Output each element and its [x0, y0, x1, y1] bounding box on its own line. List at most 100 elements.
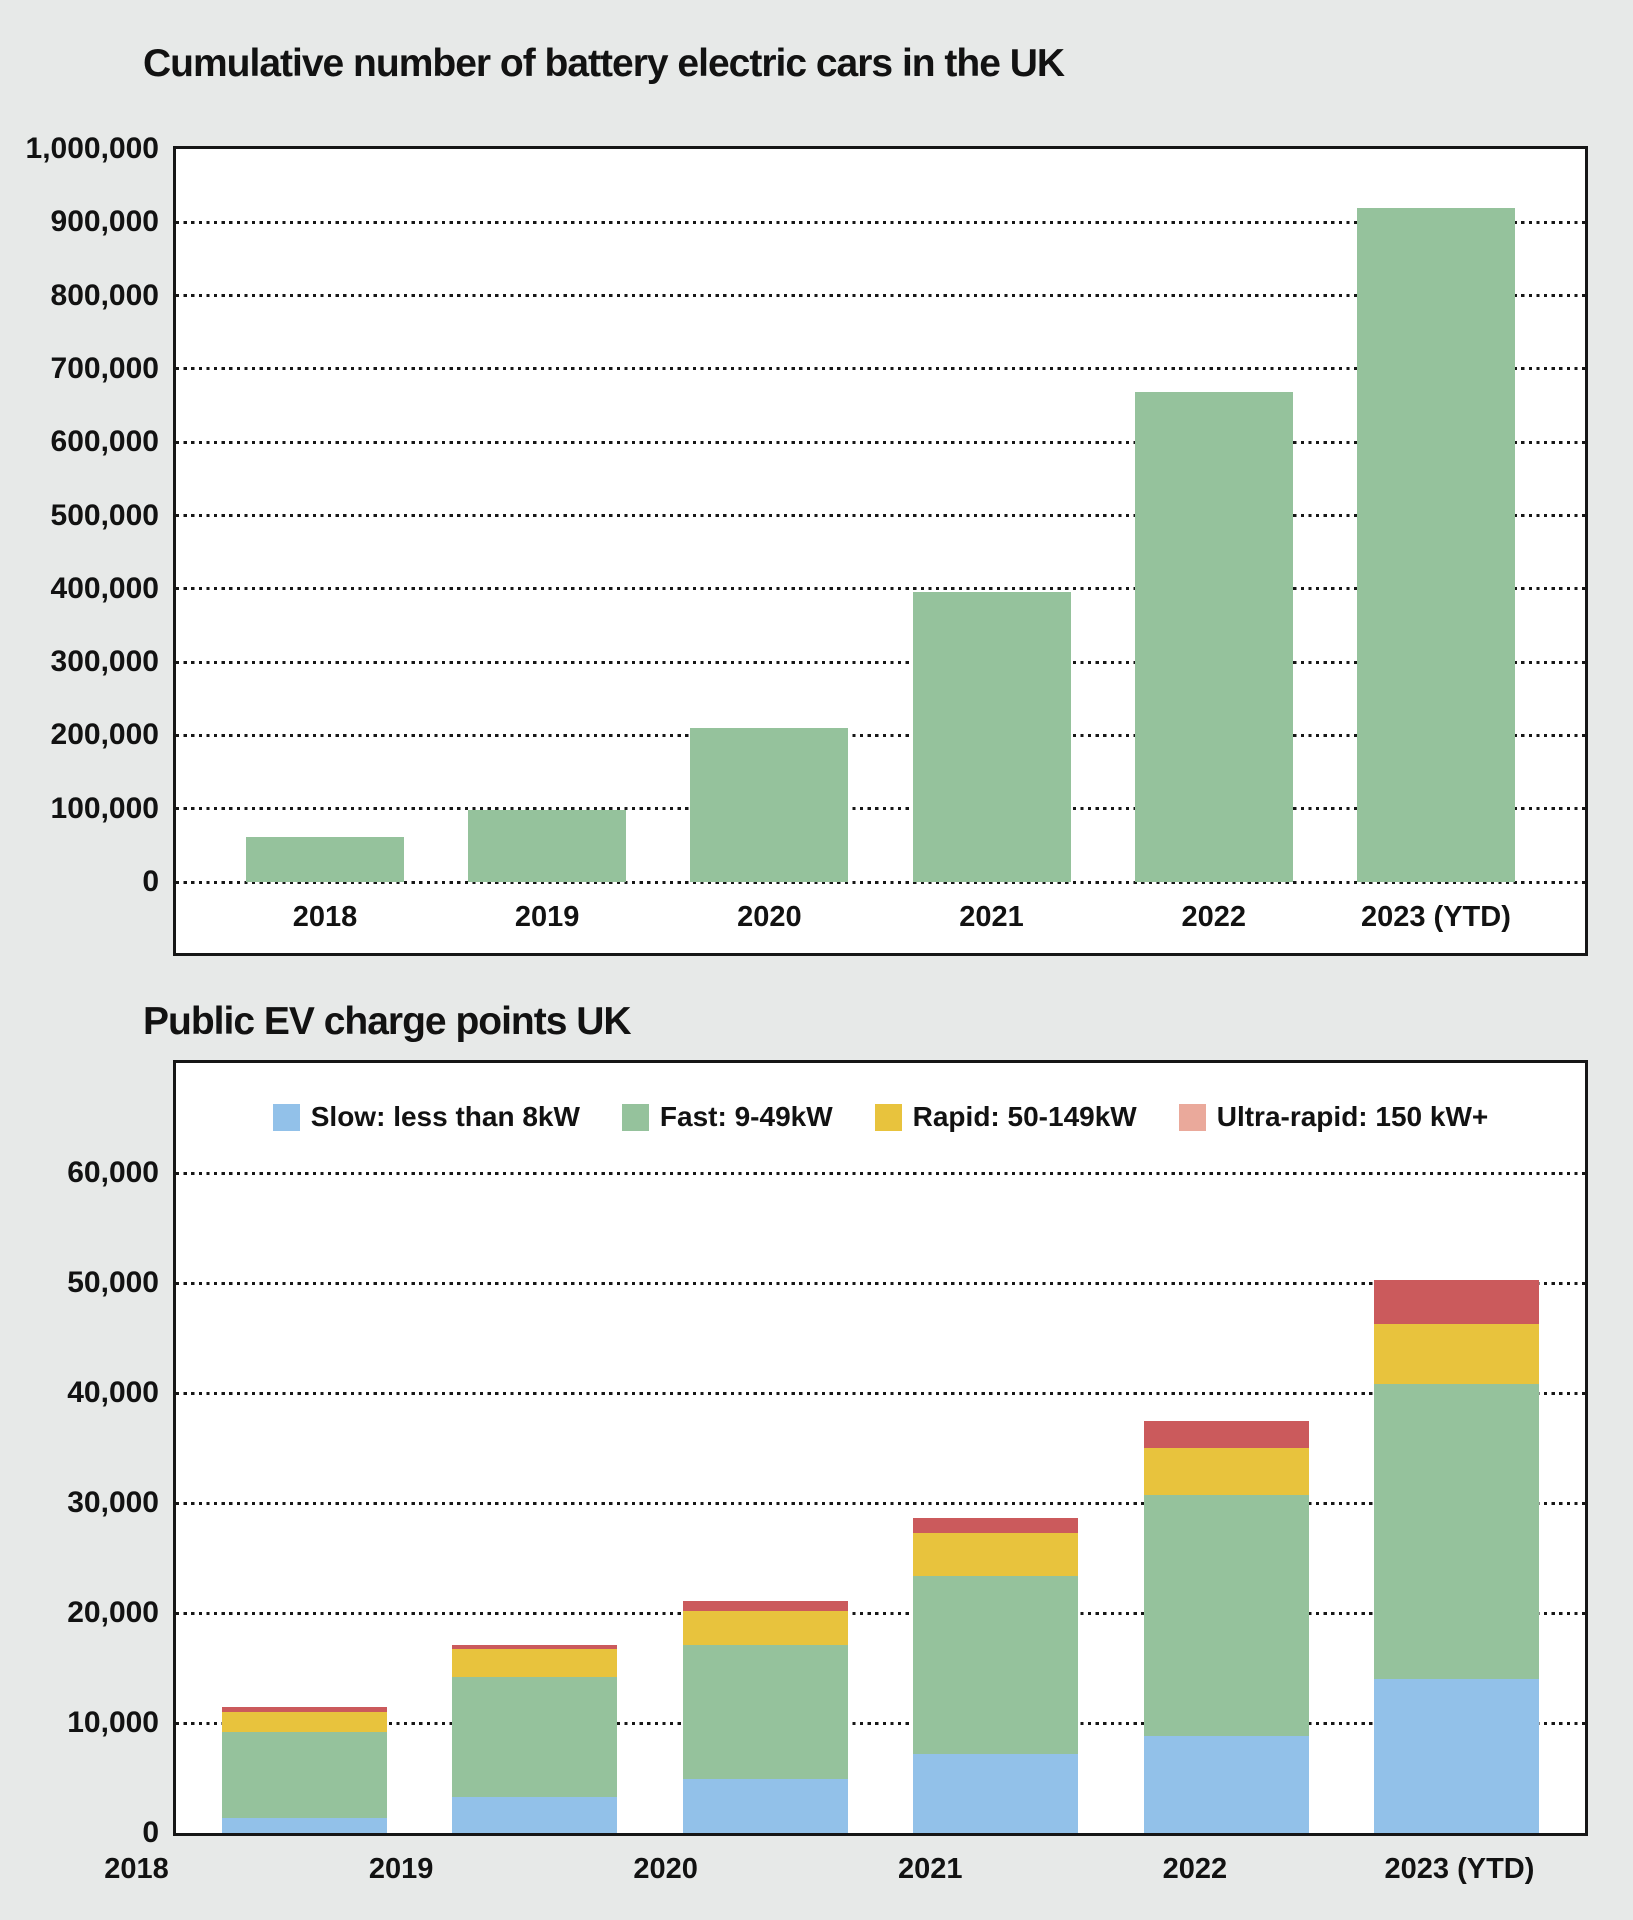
segment-fast-2020: [682, 1644, 848, 1780]
gridline-10000: [176, 1721, 1585, 1725]
segment-slow-2023 (YTD): [1373, 1679, 1539, 1833]
charge-bars: [176, 1063, 1585, 1833]
bar-2019: [468, 810, 627, 882]
gridline-0: [176, 880, 1585, 884]
rapid-swatch-icon: [874, 1103, 902, 1131]
charge-plot-area: Slow: less than 8kW Fast: 9-49kW Rapid: …: [173, 1060, 1588, 1836]
segment-rapid-2020: [682, 1610, 848, 1645]
y-tick-700000: 700,000: [50, 351, 159, 385]
y-tick-500000: 500,000: [50, 498, 159, 532]
bar-2018: [246, 837, 404, 882]
segment-rapid-2021: [913, 1532, 1079, 1576]
gridline-600000: [176, 440, 1585, 444]
segment-rapid-2023 (YTD): [1373, 1323, 1539, 1385]
x-tick-2023 (YTD): 2023 (YTD): [1360, 901, 1511, 933]
segment-ultra-rapid-2023 (YTD): [1373, 1279, 1539, 1324]
charge-plot-row: 0 10,000 20,000 30,000 40,000 50,000 60,000 Sl…: [8, 1060, 1588, 1849]
segment-slow-2019: [452, 1796, 618, 1833]
segment-rapid-2022: [1143, 1448, 1309, 1496]
segment-ultra-rapid-2019: [452, 1644, 618, 1650]
bar-2023 (YTD): [1356, 208, 1515, 882]
charge-points-chart: Public EV charge points UK 0 10,000 20,000…: [8, 998, 1588, 1900]
bar-2020: [682, 1600, 848, 1833]
bar-2021: [912, 592, 1071, 882]
legend-item-fast: Fast: 9-49kW: [621, 1101, 833, 1133]
bar-2018: [222, 1706, 387, 1833]
segment-fast-2022: [1143, 1495, 1309, 1737]
y-tick-400000: 400,000: [50, 571, 159, 605]
slow-swatch-icon: [272, 1103, 300, 1131]
x-tick-2020: 2020: [633, 1852, 698, 1885]
y-tick-50000: 50,000: [67, 1266, 159, 1299]
gridline-50000: [176, 1281, 1585, 1285]
x-tick-2021: 2021: [959, 901, 1024, 933]
legend-item-rapid: Rapid: 50-149kW: [874, 1101, 1137, 1133]
slow-legend-label: Slow: less than 8kW: [310, 1101, 580, 1132]
charge-legend: Slow: less than 8kW Fast: 9-49kW Rapid: …: [176, 1101, 1585, 1133]
x-tick-2022: 2022: [1162, 1852, 1228, 1885]
charge-x-axis-labels: 2018 2019 2020 2021 2022 2023 (YTD): [8, 1838, 1588, 1900]
gridline-400000: [176, 587, 1585, 591]
y-tick-1000000: 1,000,000: [25, 132, 159, 165]
legend-item-ultra-rapid: Ultra-rapid: 150 kW+: [1178, 1101, 1489, 1133]
x-tick-2021: 2021: [898, 1852, 963, 1885]
charge-gridlines: [176, 1063, 1585, 1833]
y-tick-600000: 600,000: [50, 425, 159, 459]
rapid-legend-label: Rapid: 50-149kW: [912, 1101, 1137, 1132]
bar-2020: [690, 728, 849, 882]
y-tick-800000: 800,000: [50, 278, 159, 312]
segment-fast-2021: [913, 1575, 1079, 1754]
segment-ultra-rapid-2018: [222, 1706, 387, 1713]
y-tick-0: 0: [142, 1816, 159, 1849]
bev-cars-chart: Cumulative number of battery electric ca…: [8, 0, 1588, 956]
y-tick-30000: 30,000: [67, 1486, 159, 1519]
gridline-20000: [176, 1611, 1585, 1615]
x-tick-2019: 2019: [368, 1852, 434, 1885]
y-tick-200000: 200,000: [50, 718, 159, 752]
x-tick-2018: 2018: [104, 1852, 169, 1885]
x-tick-2023 (YTD): 2023 (YTD): [1384, 1852, 1535, 1885]
legend-item-slow: Slow: less than 8kW: [272, 1101, 580, 1133]
x-tick-2020: 2020: [737, 901, 802, 933]
segment-slow-2020: [682, 1779, 848, 1833]
charge-points-chart-title: Public EV charge points UK: [143, 1000, 632, 1043]
ultra-rapid-legend-label: Ultra-rapid: 150 kW+: [1216, 1101, 1489, 1132]
bar-2021: [913, 1518, 1079, 1833]
segment-fast-2019: [452, 1676, 618, 1797]
gridline-100000: [176, 807, 1585, 811]
bar-2022: [1143, 1420, 1309, 1833]
bev-x-axis-labels: 2018 2019 2020 2021 2022 2023 (YTD): [176, 882, 1585, 953]
y-tick-900000: 900,000: [50, 205, 159, 239]
gridline-30000: [176, 1501, 1585, 1505]
gridline-700000: [176, 367, 1585, 371]
gridline-800000: [176, 294, 1585, 298]
segment-slow-2022: [1143, 1736, 1309, 1833]
x-tick-2019: 2019: [514, 901, 580, 933]
segment-slow-2018: [222, 1817, 387, 1833]
segment-rapid-2018: [222, 1712, 387, 1732]
segment-rapid-2019: [452, 1649, 618, 1677]
gridline-300000: [176, 660, 1585, 664]
gridline-900000: [176, 220, 1585, 224]
bev-plot-area: 2018 2019 2020 2021 2022 2023 (YTD): [173, 146, 1588, 956]
y-tick-60000: 60,000: [67, 1156, 159, 1189]
bar-2022: [1134, 392, 1293, 882]
segment-ultra-rapid-2022: [1143, 1420, 1309, 1449]
gridline-40000: [176, 1391, 1585, 1395]
bev-bars: [176, 149, 1585, 882]
y-tick-300000: 300,000: [50, 645, 159, 679]
gridline-500000: [176, 514, 1585, 517]
x-tick-2018: 2018: [292, 901, 358, 933]
gridline-200000: [176, 733, 1585, 737]
segment-fast-2023 (YTD): [1373, 1384, 1539, 1679]
bev-chart-title: Cumulative number of battery electric ca…: [143, 42, 1065, 85]
y-tick-20000: 20,000: [67, 1596, 159, 1629]
bar-2019: [452, 1644, 618, 1833]
segment-ultra-rapid-2021: [913, 1518, 1079, 1533]
y-tick-100000: 100,000: [50, 791, 159, 825]
y-tick-10000: 10,000: [67, 1706, 159, 1739]
ultra-rapid-swatch-icon: [1178, 1103, 1206, 1131]
segment-slow-2021: [913, 1753, 1079, 1833]
y-tick-0: 0: [142, 865, 159, 898]
